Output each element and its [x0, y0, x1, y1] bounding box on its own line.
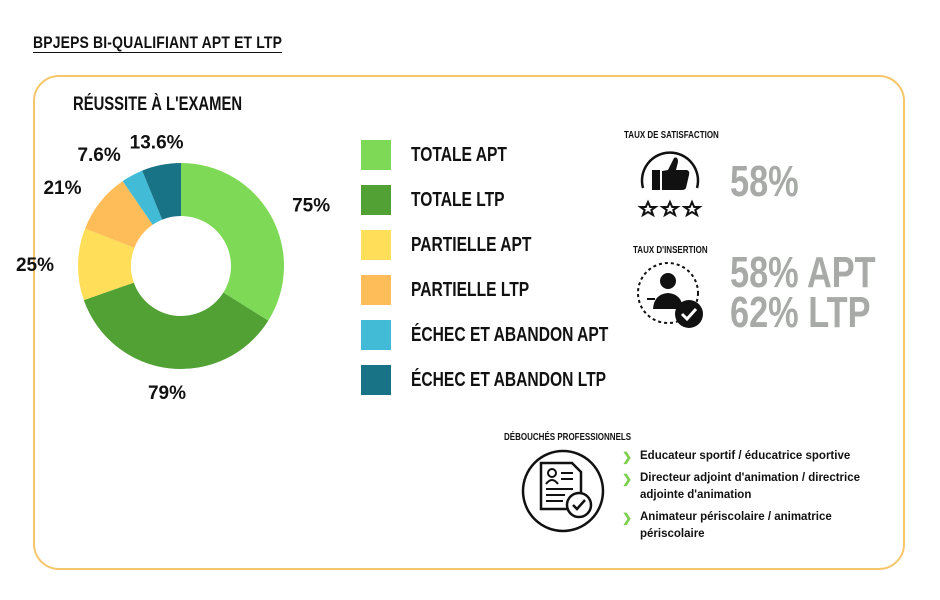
slice-label-5: 7.6% [77, 145, 120, 166]
section-title: RÉUSSITE À L'EXAMEN [73, 94, 243, 115]
legend-swatch [361, 275, 391, 305]
list-item: ❯ Directeur adjoint d'animation / direct… [622, 470, 872, 504]
list-item: ❯ Educateur sportif / éducatrice sportiv… [622, 448, 872, 465]
insertion-title: TAUX D'INSERTION [633, 245, 708, 256]
slice-label-2: 79% [148, 383, 186, 404]
results-card [33, 75, 905, 570]
thumbs-up-stars-icon [635, 146, 705, 225]
page-title: BPJEPS BI-QUALIFIANT APT ET LTP [33, 33, 283, 52]
satisfaction-value: 58% [730, 157, 799, 206]
debouches-list: ❯ Educateur sportif / éducatrice sportiv… [622, 448, 872, 548]
legend-item: PARTIELLE LTP [361, 275, 621, 305]
slice-label-4: 21% [43, 178, 81, 199]
legend-swatch [361, 230, 391, 260]
insertion-value-apt: 58% APT [730, 248, 876, 297]
legend-item: PARTIELLE APT [361, 230, 621, 260]
legend-label: PARTIELLE LTP [411, 279, 530, 301]
legend-label: ÉCHEC ET ABANDON APT [411, 324, 609, 346]
debouches-title: DÉBOUCHÉS PROFESSIONNELS [504, 432, 632, 443]
satisfaction-title: TAUX DE SATISFACTION [624, 130, 719, 141]
debouche-text: Educateur sportif / éducatrice sportive [640, 450, 851, 462]
legend-item: ÉCHEC ET ABANDON LTP [361, 365, 621, 395]
chevron-right-icon: ❯ [622, 511, 633, 525]
legend-label: ÉCHEC ET ABANDON LTP [411, 369, 606, 391]
chevron-right-icon: ❯ [622, 472, 633, 486]
legend-label: PARTIELLE APT [411, 234, 532, 256]
debouche-text: Directeur adjoint d'animation / directri… [640, 472, 861, 501]
slice-label-1: 75% [292, 195, 330, 216]
pie-slice-5 [122, 170, 163, 225]
legend-swatch [361, 365, 391, 395]
insertion-value-ltp: 62% LTP [730, 288, 871, 337]
legend-swatch [361, 185, 391, 215]
legend-item: TOTALE APT [361, 140, 621, 170]
pie-slice-4 [85, 181, 153, 248]
person-check-icon [636, 261, 706, 336]
legend-item: TOTALE LTP [361, 185, 621, 215]
pie-slice-2 [83, 282, 269, 370]
slice-label-6: 13.6% [130, 132, 184, 153]
chevron-right-icon: ❯ [622, 450, 633, 464]
pie-slice-1 [181, 163, 284, 321]
list-item: ❯ Animateur périscolaire / animatrice pé… [622, 509, 872, 543]
legend-label: TOTALE LTP [411, 189, 505, 211]
slice-label-3: 25% [16, 255, 54, 276]
legend-item: ÉCHEC ET ABANDON APT [361, 320, 621, 350]
legend-swatch [361, 320, 391, 350]
document-check-icon [521, 449, 607, 540]
pie-slice-3 [78, 228, 135, 301]
debouche-text: Animateur périscolaire / animatrice péri… [640, 511, 832, 540]
pie-slice-6 [142, 163, 181, 220]
legend-swatch [361, 140, 391, 170]
legend-label: TOTALE APT [411, 144, 507, 166]
